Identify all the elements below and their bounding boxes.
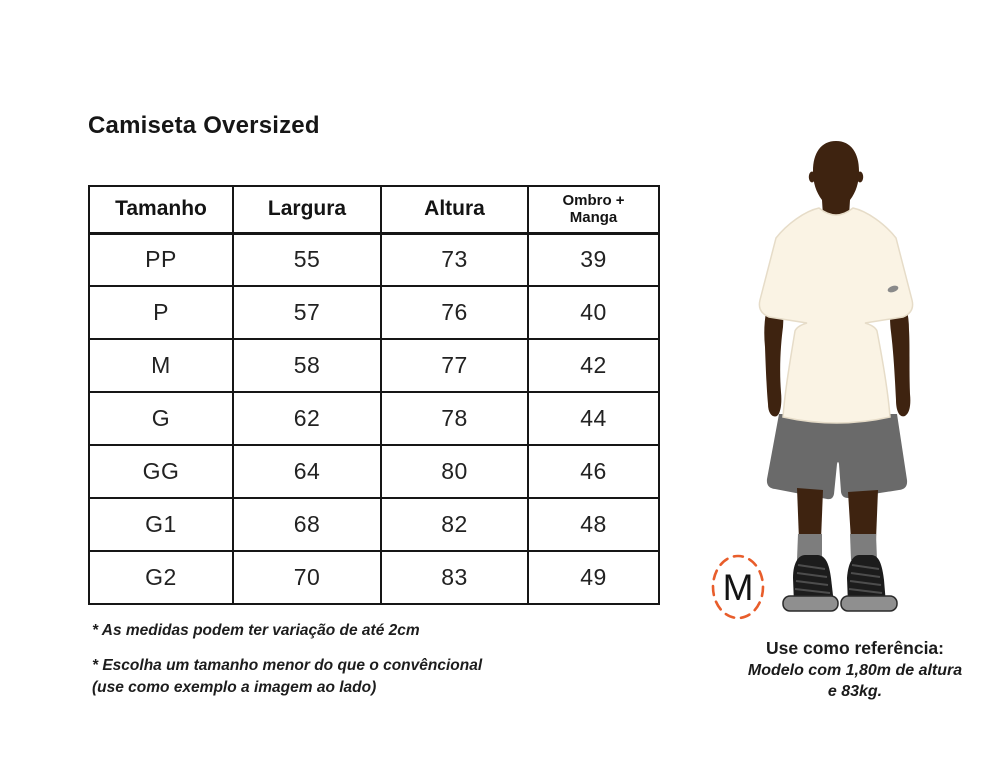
size-badge-graphic: M (711, 554, 765, 620)
size-table: Tamanho Largura Altura Ombro + Manga PP … (88, 185, 660, 605)
figure-head (813, 141, 859, 221)
size-cell: G2 (88, 550, 234, 605)
size-cell: 44 (527, 391, 660, 446)
size-cell: 77 (380, 338, 529, 393)
sleeve-logo-icon (887, 285, 899, 293)
size-cell: PP (88, 232, 234, 287)
model-size-badge: M (708, 552, 770, 624)
size-cell: 49 (527, 550, 660, 605)
figure-sole-right (840, 595, 898, 612)
note-variation: * As medidas podem ter variação de até 2… (92, 622, 420, 639)
size-cell: G (88, 391, 234, 446)
figure-shoelaces (794, 564, 883, 594)
figure-leg-right (848, 490, 878, 540)
table-row-gg: GG 64 80 46 (88, 444, 660, 499)
size-cell: M (88, 338, 234, 393)
size-cell: 39 (527, 232, 660, 287)
size-cell: 57 (232, 285, 382, 340)
model-figure-graphic (758, 141, 914, 612)
figure-arm-right (890, 290, 911, 417)
size-cell: 62 (232, 391, 382, 446)
size-cell: 48 (527, 497, 660, 552)
column-header-altura: Altura (380, 185, 529, 235)
reference-model-height: Modelo com 1,80m de altura (747, 662, 963, 679)
size-cell: 70 (232, 550, 382, 605)
column-header-ombro-manga: Ombro + Manga (527, 185, 660, 235)
figure-arm-left (764, 290, 784, 417)
size-cell: 78 (380, 391, 529, 446)
size-cell: 46 (527, 444, 660, 499)
figure-shorts (766, 414, 908, 500)
table-row-p: P 57 76 40 (88, 285, 660, 340)
figure-leg-left (797, 488, 823, 540)
table-row-g: G 62 78 44 (88, 391, 660, 446)
size-cell: GG (88, 444, 234, 499)
figure-tshirt (758, 207, 914, 424)
reference-text: Use como referência: Modelo com 1,80m de… (715, 638, 992, 703)
note-size-choice: * Escolha um tamanho menor do que o conv… (92, 655, 572, 699)
table-row-g2: G2 70 83 49 (88, 550, 660, 605)
figure-sole-left (782, 595, 839, 612)
column-header-largura: Largura (232, 185, 382, 235)
table-row-pp: PP 55 73 39 (88, 232, 660, 287)
figure-sock-left (797, 534, 822, 560)
column-header-tamanho: Tamanho (88, 185, 234, 235)
size-cell: 40 (527, 285, 660, 340)
size-cell: P (88, 285, 234, 340)
reference-title: Use como referência: (766, 638, 944, 658)
size-cell: 76 (380, 285, 529, 340)
table-row-g1: G1 68 82 48 (88, 497, 660, 552)
model-illustration (735, 132, 955, 620)
size-cell: 80 (380, 444, 529, 499)
size-cell: 42 (527, 338, 660, 393)
table-row-m: M 58 77 42 (88, 338, 660, 393)
note-size-choice-line1: * Escolha um tamanho menor do que o conv… (92, 657, 483, 674)
size-cell: 58 (232, 338, 382, 393)
figure-ear-right (856, 171, 864, 183)
figure-sock-right (850, 534, 877, 560)
size-cell: G1 (88, 497, 234, 552)
dashed-circle-icon (711, 554, 765, 620)
size-cell: 64 (232, 444, 382, 499)
size-cell: 82 (380, 497, 529, 552)
size-cell: 73 (380, 232, 529, 287)
reference-model-weight: e 83kg. (827, 682, 883, 700)
note-size-choice-line2: (use como exemplo a imagem ao lado) (92, 679, 377, 696)
badge-letter: M (723, 567, 754, 608)
size-cell: 68 (232, 497, 382, 552)
page-title: Camiseta Oversized (88, 112, 320, 139)
size-cell: 55 (232, 232, 382, 287)
size-cell: 83 (380, 550, 529, 605)
figure-ear-left (808, 171, 816, 183)
measurement-notes: * As medidas podem ter variação de até 2… (92, 620, 572, 699)
table-header-row: Tamanho Largura Altura Ombro + Manga (88, 185, 660, 235)
